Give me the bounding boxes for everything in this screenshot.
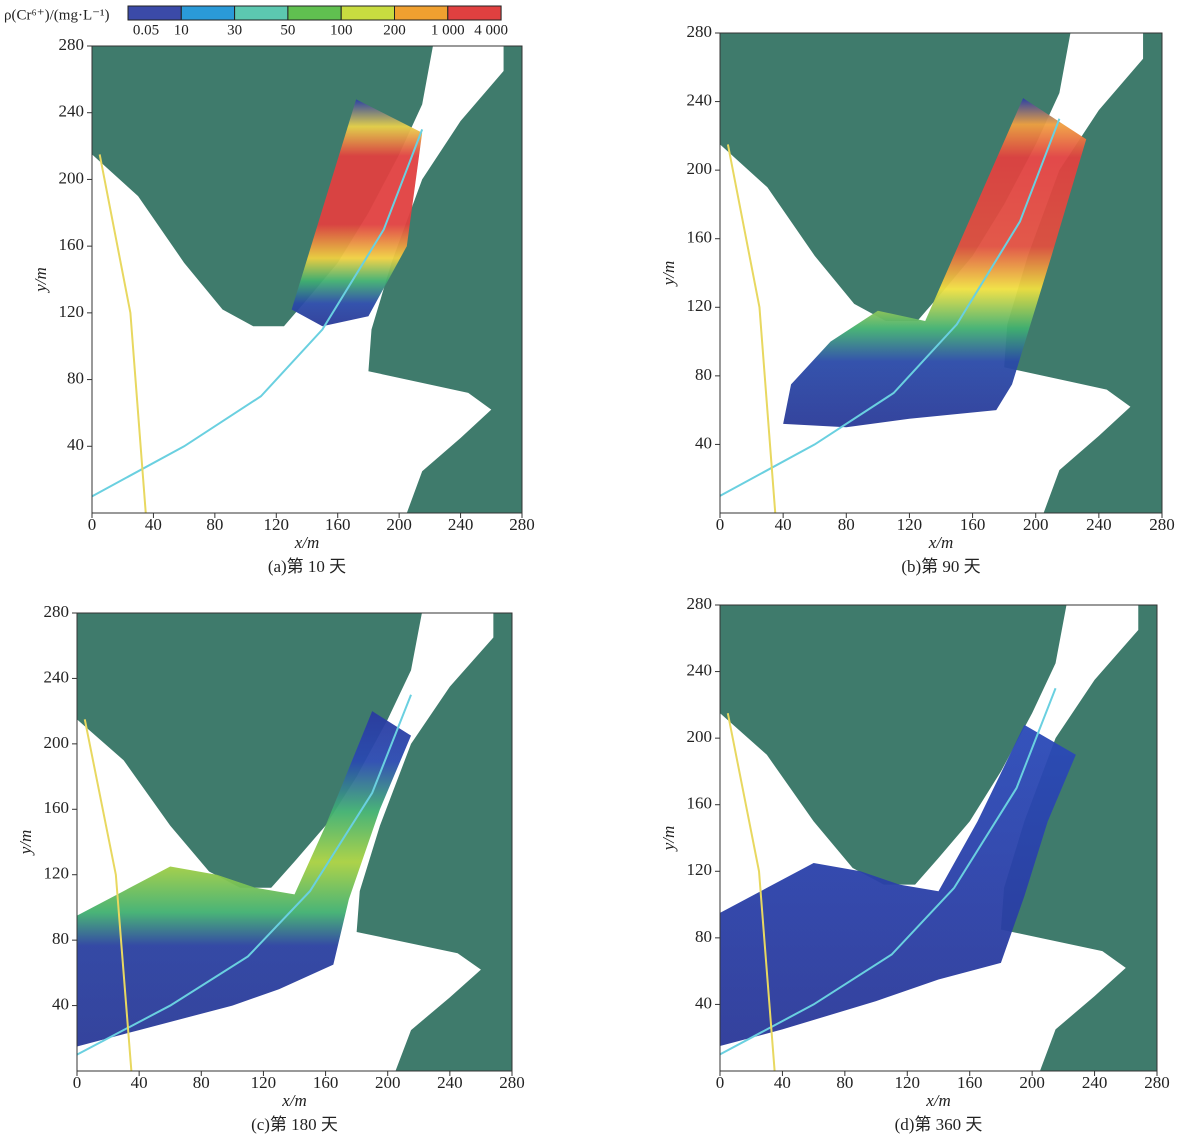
y-tick-label: 80 [52,929,69,948]
x-tick-label: 120 [897,515,923,534]
y-tick-label: 240 [44,667,70,686]
x-tick-label: 240 [1082,1073,1108,1092]
y-tick-label: 40 [52,994,69,1013]
colorbar-tick-label: 1 000 [431,22,465,38]
x-tick-label: 120 [251,1073,277,1092]
y-axis-label: y/m [659,261,678,288]
colorbar-label: ρ(Cr⁶⁺)/(mg·L⁻¹) [4,7,110,23]
x-tick-label: 160 [957,1073,983,1092]
y-tick-label: 40 [695,993,712,1012]
x-tick-label: 0 [716,515,725,534]
x-tick-label: 240 [448,515,474,534]
y-tick-label: 200 [687,727,713,746]
colorbar-bin [181,6,234,20]
y-axis-label: y/m [16,830,35,857]
x-axis-label: x/m [294,533,320,552]
y-tick-label: 280 [44,602,70,621]
map-panel: 0 40 80 120 160 200 240 280 40 80 120 160 200 240 280 x… [31,35,535,576]
colorbar-bin [235,6,288,20]
y-tick-label: 240 [59,102,85,121]
x-tick-label: 200 [375,1073,401,1092]
y-tick-label: 40 [695,433,712,452]
x-tick-label: 40 [775,515,792,534]
y-tick-label: 200 [687,159,713,178]
x-tick-label: 200 [1019,1073,1045,1092]
colorbar: ρ(Cr⁶⁺)/(mg·L⁻¹) 0.05 10 30 50 100 200 1 000 4 … [4,6,508,38]
figure: ρ(Cr⁶⁺)/(mg·L⁻¹) 0.05 10 30 50 100 200 1 000 4 … [0,0,1187,1141]
x-axis-label: x/m [281,1091,307,1110]
panel-caption: (b)第 90 天 [901,557,980,576]
x-tick-label: 40 [774,1073,791,1092]
y-tick-label: 120 [687,296,713,315]
colorbar-bin [128,6,181,20]
y-tick-label: 160 [44,798,70,817]
colorbar-bin [288,6,341,20]
y-tick-label: 40 [67,435,84,454]
y-tick-label: 80 [695,927,712,946]
y-tick-label: 120 [59,302,85,321]
colorbar-tick-label: 50 [280,22,295,38]
y-tick-label: 240 [687,90,713,109]
x-tick-label: 120 [264,515,290,534]
x-tick-label: 160 [960,515,986,534]
x-axis-label: x/m [925,1091,951,1110]
y-tick-label: 160 [687,794,713,813]
x-tick-label: 0 [88,515,97,534]
x-tick-label: 0 [716,1073,725,1092]
y-tick-label: 160 [59,235,85,254]
y-tick-label: 280 [687,22,713,41]
x-tick-label: 280 [1149,515,1175,534]
x-tick-label: 280 [1144,1073,1170,1092]
x-tick-label: 160 [313,1073,339,1092]
colorbar-tick-label: 30 [227,22,242,38]
colorbar-tick-label: 10 [174,22,189,38]
y-tick-label: 80 [695,365,712,384]
y-tick-label: 120 [687,860,713,879]
y-tick-label: 120 [44,864,70,883]
y-tick-label: 200 [59,168,85,187]
x-tick-label: 80 [838,515,855,534]
x-tick-label: 240 [1086,515,1112,534]
panel-caption: (c)第 180 天 [251,1115,338,1134]
x-tick-label: 200 [1023,515,1049,534]
x-tick-label: 280 [509,515,535,534]
x-tick-label: 160 [325,515,351,534]
x-tick-label: 40 [145,515,162,534]
x-tick-label: 80 [206,515,223,534]
x-tick-label: 40 [131,1073,148,1092]
map-panel: 0 40 80 120 160 200 240 280 40 80 120 160 200 240 280 x… [659,594,1170,1134]
x-tick-label: 80 [193,1073,210,1092]
x-tick-label: 280 [499,1073,525,1092]
y-tick-label: 200 [44,733,70,752]
x-tick-label: 240 [437,1073,463,1092]
y-tick-label: 80 [67,368,84,387]
colorbar-tick-label: 100 [330,22,353,38]
y-axis-label: y/m [659,826,678,853]
map-panel: 0 40 80 120 160 200 240 280 40 80 120 160 200 240 280 x… [659,22,1175,576]
map-panel: 0 40 80 120 160 200 240 280 40 80 120 160 200 240 280 x… [16,602,525,1134]
panel-caption: (d)第 360 天 [895,1115,983,1134]
y-tick-label: 280 [687,594,713,613]
panel-caption: (a)第 10 天 [268,557,346,576]
x-tick-label: 200 [386,515,412,534]
colorbar-bin [395,6,448,20]
colorbar-bin [341,6,394,20]
x-tick-label: 80 [836,1073,853,1092]
colorbar-tick-label: 0.05 [133,22,159,38]
y-tick-label: 160 [687,228,713,247]
x-tick-label: 120 [895,1073,921,1092]
y-tick-label: 240 [687,660,713,679]
colorbar-bin [448,6,501,20]
colorbar-tick-label: 200 [383,22,406,38]
y-tick-label: 280 [59,35,85,54]
y-axis-label: y/m [31,267,50,294]
x-axis-label: x/m [928,533,954,552]
x-tick-label: 0 [73,1073,82,1092]
colorbar-tick-label: 4 000 [474,22,508,38]
